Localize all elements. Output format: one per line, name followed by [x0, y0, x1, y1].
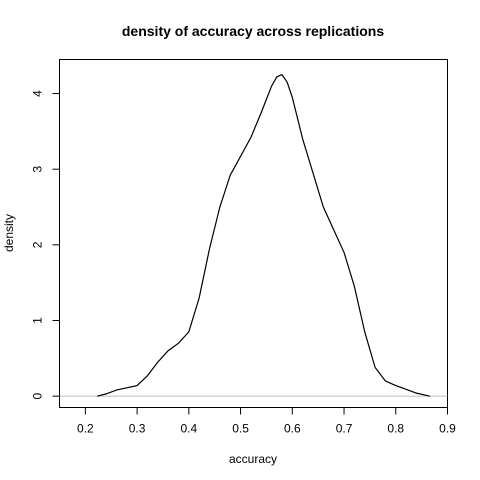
x-tick-label: 0.8	[387, 422, 404, 436]
density-curve	[97, 73, 431, 397]
y-axis-label: density	[2, 214, 16, 252]
x-tick-label: 0.4	[180, 422, 197, 436]
x-axis-label: accuracy	[229, 452, 277, 466]
y-tick-label: 2	[31, 241, 45, 248]
x-tick-label: 0.9	[439, 422, 456, 436]
x-tick-label: 0.7	[336, 422, 353, 436]
y-tick-label: 1	[31, 317, 45, 324]
plot-area-frame	[59, 59, 448, 408]
x-tick-label: 0.3	[129, 422, 146, 436]
x-tick-label: 0.5	[232, 422, 249, 436]
x-axis: 0.2 0.3 0.4 0.5 0.6 0.7 0.8 0.9	[77, 407, 456, 436]
x-tick-label: 0.2	[77, 422, 94, 436]
y-axis: 0 1 2 3 4	[31, 90, 60, 399]
y-tick-label: 3	[31, 166, 45, 173]
y-tick-label: 0	[31, 392, 45, 399]
x-tick-label: 0.6	[284, 422, 301, 436]
y-tick-label: 4	[31, 90, 45, 97]
chart-title: density of accuracy across replications	[122, 23, 384, 39]
